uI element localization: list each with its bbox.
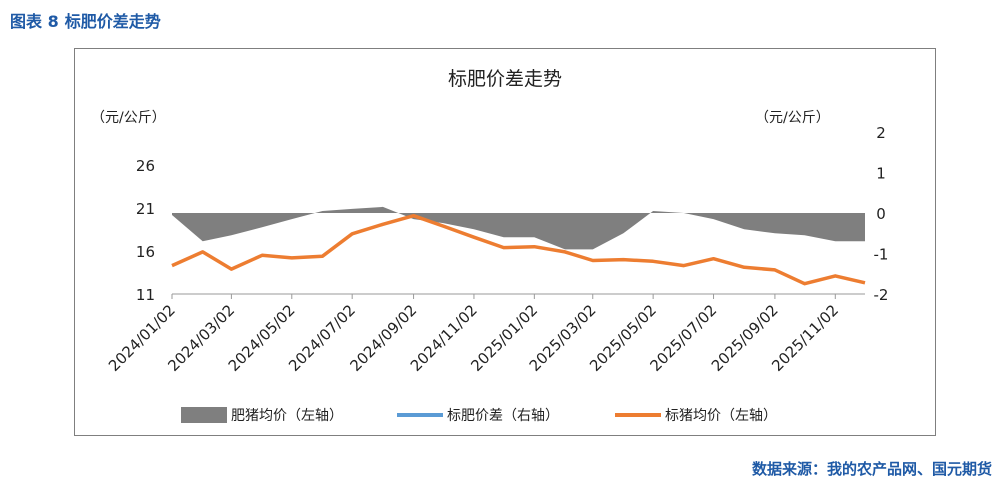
legend-label: 肥猪均价（左轴）	[231, 408, 343, 424]
figure-title: 标肥价差走势	[64, 12, 161, 31]
x-axis-ticks: 2024/01/022024/03/022024/05/022024/07/02…	[105, 293, 865, 375]
legend: 肥猪均价（左轴） 标肥价差（右轴） 标猪均价（左轴）	[181, 407, 777, 424]
right-tick-label: -2	[874, 286, 889, 304]
legend-label: 标肥价差（右轴）	[447, 408, 559, 424]
chart-frame: 标肥价差走势 （元/公斤） （元/公斤） 11 16 21 26 -2 -1 0 1 2 20…	[74, 48, 936, 436]
right-axis-ticks: -2 -1 0 1 2	[874, 124, 889, 304]
right-tick-label: 1	[876, 165, 886, 183]
legend-label: 标猪均价（左轴）	[665, 408, 777, 424]
figure-number: 图表 8	[10, 12, 59, 31]
source-note: 数据来源：我的农产品网、国元期货	[751, 460, 992, 478]
left-tick-label: 16	[136, 243, 155, 261]
right-tick-label: 2	[876, 124, 886, 142]
chart-title: 标肥价差走势	[448, 68, 562, 90]
right-tick-label: -1	[874, 246, 889, 264]
right-tick-label: 0	[876, 205, 886, 223]
right-axis-unit: （元/公斤）	[755, 110, 830, 126]
left-tick-label: 21	[136, 200, 155, 218]
left-tick-label: 26	[136, 157, 155, 175]
figure-caption: 图表 8 标肥价差走势	[10, 8, 161, 32]
legend-swatch-fat-pig	[181, 407, 227, 423]
chart-svg: 标肥价差走势 （元/公斤） （元/公斤） 11 16 21 26 -2 -1 0 1 2 20…	[91, 68, 889, 424]
left-tick-label: 11	[136, 286, 155, 304]
left-axis-unit: （元/公斤）	[91, 110, 166, 126]
line-series-standard-pig	[171, 213, 866, 286]
plot-area	[171, 206, 866, 286]
area-series-fat-pig	[172, 206, 865, 250]
left-axis-ticks: 11 16 21 26	[136, 157, 155, 304]
